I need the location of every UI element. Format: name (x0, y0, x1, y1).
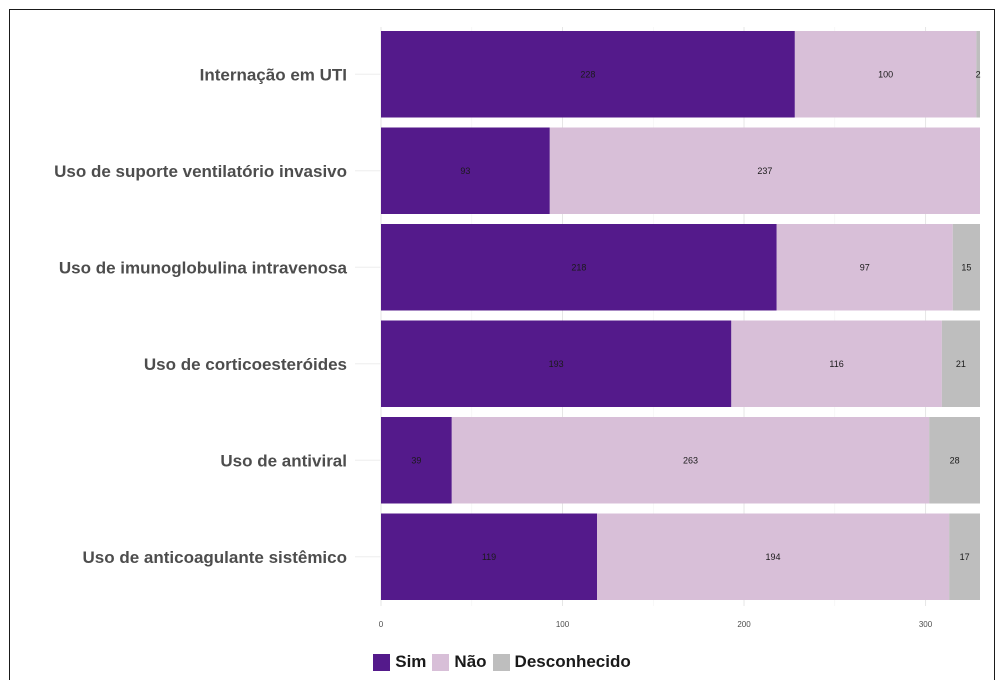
bar-segment-desconhecido (929, 417, 980, 504)
x-tick-label: 300 (919, 620, 933, 629)
data-label: 97 (860, 262, 870, 272)
data-label: 17 (960, 552, 970, 562)
bar-segment-sim (381, 127, 550, 214)
data-label: 116 (829, 359, 843, 369)
data-label: 218 (571, 262, 586, 272)
bar-segment-não (597, 513, 950, 600)
legend-item-desconhecido: Desconhecido (492, 652, 631, 672)
bar-segment-não (451, 417, 930, 504)
bar-segment-não (776, 224, 953, 311)
data-label: 193 (549, 359, 564, 369)
legend-swatch (432, 653, 450, 671)
stacked-bar-chart: 0 100 200 300 228 100 2 Internação em UTI 93 237 U… (54, 27, 981, 629)
legend-swatch (492, 653, 510, 671)
category-label: Uso de suporte ventilatório invasivo (54, 162, 347, 181)
data-label: 228 (580, 69, 595, 79)
data-label: 119 (482, 552, 496, 562)
bar-segment-sim (381, 31, 795, 118)
data-label: 39 (411, 455, 421, 465)
legend-item-sim: Sim (373, 652, 426, 672)
data-label: 15 (961, 262, 971, 272)
bar-segment-desconhecido (976, 31, 980, 118)
bar-segment-sim (381, 224, 777, 311)
bar-segment-sim (381, 417, 452, 504)
bar-segment-desconhecido (949, 513, 980, 600)
legend-label: Desconhecido (514, 652, 631, 671)
category-label: Uso de corticoesteróides (144, 355, 347, 374)
data-label: 93 (460, 166, 470, 176)
x-tick-label: 100 (556, 620, 570, 629)
category-label: Uso de anticoagulante sistêmico (82, 548, 347, 567)
bar-segment-não (794, 31, 977, 118)
bar-segment-desconhecido (941, 320, 980, 407)
legend-label: Não (454, 652, 487, 671)
data-label: 237 (757, 166, 772, 176)
category-label: Uso de antiviral (220, 451, 347, 470)
bar-segment-não (549, 127, 980, 214)
x-tick-label: 0 (379, 620, 384, 629)
data-label: 100 (878, 69, 893, 79)
legend-item-não: Não (432, 652, 487, 672)
bar-segment-sim (381, 320, 732, 407)
x-tick-label: 200 (737, 620, 751, 629)
data-label: 194 (766, 552, 781, 562)
data-label: 28 (950, 455, 960, 465)
category-label: Internação em UTI (200, 65, 347, 84)
category-label: Uso de imunoglobulina intravenosa (59, 258, 348, 277)
bar-segment-não (731, 320, 942, 407)
legend-swatch (373, 653, 391, 671)
bar-segment-sim (381, 513, 598, 600)
data-label: 2 (976, 69, 981, 79)
data-label: 263 (683, 455, 698, 465)
legend: Sim Não Desconhecido (0, 652, 1004, 672)
legend-label: Sim (395, 652, 427, 671)
bar-segment-desconhecido (952, 224, 980, 311)
data-label: 21 (956, 359, 966, 369)
